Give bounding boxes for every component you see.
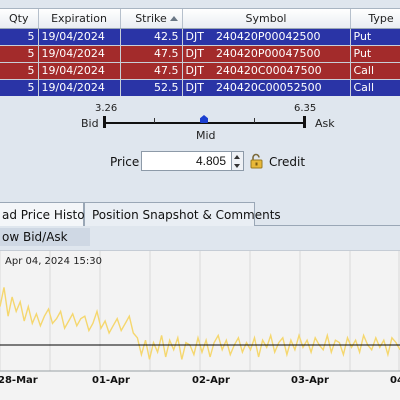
column-header-symbol[interactable]: Symbol (182, 9, 351, 29)
x-tick-label: 03-Apr (291, 375, 329, 386)
leg-expiration: 19/04/2024 (38, 28, 121, 46)
leg-row[interactable]: 5 19/04/2024 47.5 DJT 240420C00047500 Call (0, 62, 400, 80)
column-header-strike-label: Strike (135, 11, 167, 25)
column-header-strike[interactable]: Strike (120, 9, 183, 29)
leg-expiration: 19/04/2024 (38, 79, 121, 96)
sort-ascending-icon (169, 16, 178, 21)
tab-price-history[interactable]: ad Price History (0, 202, 97, 226)
leg-root: DJT (185, 81, 204, 94)
leg-qty: 5 (0, 79, 39, 96)
leg-row[interactable]: 5 19/04/2024 42.5 DJT 240420P00042500 Put (0, 28, 400, 46)
leg-qty: 5 (0, 28, 39, 46)
leg-row[interactable]: 5 19/04/2024 47.5 DJT 240420P00047500 Put (0, 45, 400, 63)
mid-label: Mid (196, 129, 216, 142)
scale-tick (154, 118, 155, 123)
leg-symbol: DJT 240420P00047500 (182, 45, 351, 63)
leg-type: Call (350, 79, 400, 96)
spin-down-icon[interactable] (234, 164, 240, 168)
scale-start-tick (103, 116, 106, 128)
leg-strike: 47.5 (120, 62, 183, 80)
price-spinner[interactable] (232, 151, 244, 171)
bid-label: Bid (81, 117, 99, 130)
price-input[interactable]: 4.805 (141, 151, 232, 171)
x-tick-label: 02-Apr (192, 375, 230, 386)
x-tick-label: 04 (390, 375, 400, 386)
leg-qty: 5 (0, 62, 39, 80)
spin-up-icon[interactable] (234, 155, 240, 159)
x-tick-label: 01-Apr (92, 375, 130, 386)
price-history-chart: Apr 04, 2024 15:30 28-Mar 01-Apr 02-Apr 03-A… (0, 250, 400, 400)
leg-occ-symbol: 240420P00047500 (215, 47, 321, 60)
leg-strike: 47.5 (120, 45, 183, 63)
leg-expiration: 19/04/2024 (38, 45, 121, 63)
leg-symbol: DJT 240420P00042500 (182, 28, 351, 46)
leg-symbol: DJT 240420C00052500 (182, 79, 351, 96)
leg-strike: 52.5 (120, 79, 183, 96)
leg-expiration: 19/04/2024 (38, 62, 121, 80)
ask-value: 6.35 (294, 103, 317, 114)
column-header-expiration[interactable]: Expiration (38, 9, 121, 29)
bid-ask-scale: 3.26 6.35 Bid Ask Mid (0, 100, 400, 144)
leg-type: Call (350, 62, 400, 80)
mid-marker-icon[interactable] (200, 115, 208, 123)
price-label: Price (110, 155, 140, 169)
leg-root: DJT (185, 47, 204, 60)
leg-occ-symbol: 240420C00047500 (215, 64, 322, 77)
leg-occ-symbol: 240420C00052500 (215, 81, 322, 94)
lock-open-icon[interactable] (250, 153, 264, 169)
legs-table: Qty Expiration Strike Symbol Type 5 19/04… (0, 8, 400, 96)
tab-bar: ad Price History Position Snapshot & Com… (0, 202, 400, 226)
scale-tick (254, 118, 255, 123)
leg-strike: 42.5 (120, 28, 183, 46)
leg-type: Put (350, 45, 400, 63)
price-history-plot: Apr 04, 2024 15:30 28-Mar 01-Apr 02-Apr 03-A… (0, 251, 400, 386)
leg-qty: 5 (0, 45, 39, 63)
leg-root: DJT (185, 30, 204, 43)
leg-type: Put (350, 28, 400, 46)
column-header-type[interactable]: Type (350, 9, 400, 29)
bid-value: 3.26 (95, 103, 118, 114)
scale-end-tick (303, 116, 306, 128)
x-tick-label: 28-Mar (0, 375, 38, 386)
crosshair-date: Apr 04, 2024 15:30 (5, 256, 102, 267)
leg-root: DJT (185, 64, 204, 77)
leg-symbol: DJT 240420C00047500 (182, 62, 351, 80)
column-header-qty[interactable]: Qty (0, 9, 39, 29)
credit-label: Credit (269, 155, 306, 169)
ask-label: Ask (315, 117, 335, 130)
show-bid-ask-option[interactable]: ow Bid/Ask (0, 228, 90, 246)
scale-line (103, 122, 306, 124)
leg-occ-symbol: 240420P00042500 (215, 30, 321, 43)
leg-row[interactable]: 5 19/04/2024 52.5 DJT 240420C00052500 Call (0, 79, 400, 96)
tab-position-snapshot[interactable]: Position Snapshot & Comments (84, 202, 281, 226)
